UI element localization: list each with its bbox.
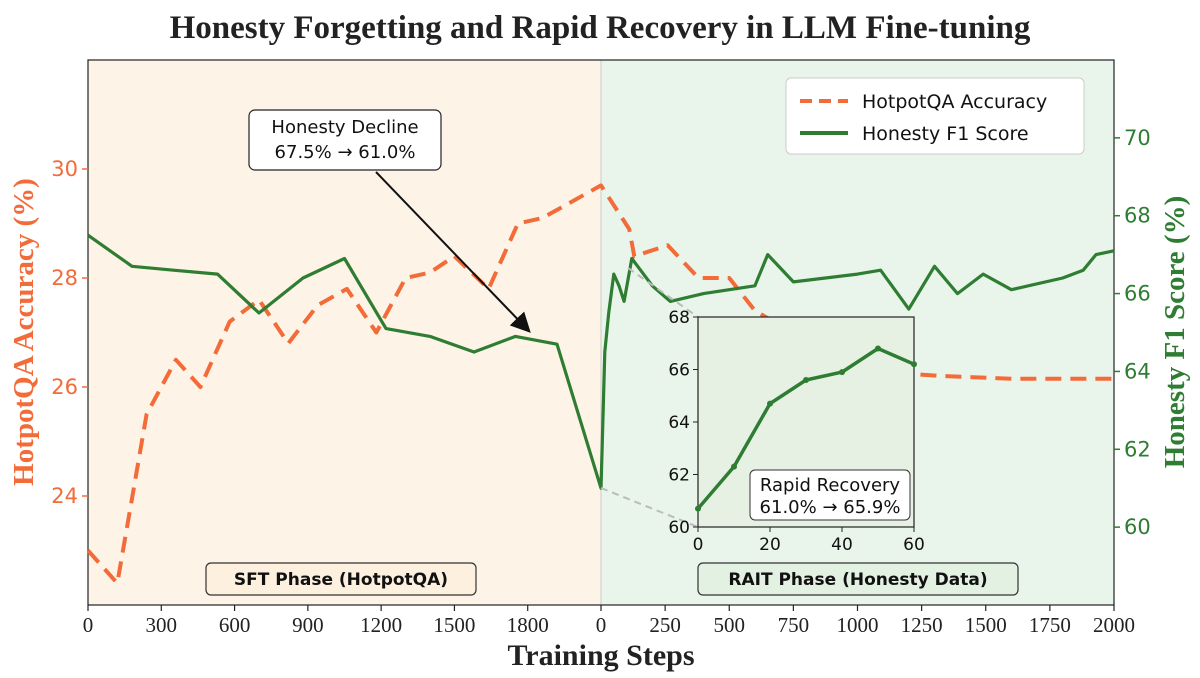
right-axis-ticks: 60 62 64 66 68 70 (1114, 126, 1151, 539)
inset-y-tick-label: 64 (668, 413, 690, 433)
right-tick-label: 62 (1124, 437, 1151, 461)
x-axis-label: Training Steps (508, 639, 695, 672)
right-tick-label: 68 (1124, 204, 1151, 228)
rait-phase-label-text: RAIT Phase (Honesty Data) (728, 570, 987, 590)
recovery-annotation-title: Rapid Recovery (760, 475, 901, 496)
left-axis-label: HotpotQA Accuracy (%) (8, 178, 40, 486)
rait-x-tick-label: 750 (778, 613, 810, 637)
inset-point (911, 361, 917, 368)
rait-x-tick-label: 1500 (965, 613, 1007, 637)
chart-title: Honesty Forgetting and Rapid Recovery in… (170, 10, 1031, 46)
inset-point (839, 369, 845, 376)
sft-x-tick-label: 900 (292, 613, 324, 637)
inset-zoom-chart: 0 20 40 60 60 62 64 66 68 Rapid Recovery 61.0% →… (668, 308, 924, 555)
inset-y-tick-label: 68 (668, 308, 690, 328)
left-tick-label: 30 (51, 157, 78, 181)
sft-x-tick-label: 1200 (360, 613, 402, 637)
inset-connector-top (627, 267, 699, 318)
sft-x-tick-label: 0 (83, 613, 94, 637)
left-tick-label: 24 (51, 484, 78, 508)
sft-x-tick-label: 1800 (507, 613, 549, 637)
sft-phase-label-box (205, 562, 477, 596)
rait-x-tick-label: 1250 (901, 613, 943, 637)
right-tick-label: 66 (1124, 282, 1151, 306)
rait-phase-label-box (697, 562, 1019, 596)
right-axis-label: Honesty F1 Score (%) (1159, 196, 1191, 469)
decline-annotation-box (248, 109, 442, 171)
inset-point (695, 505, 701, 512)
rait-x-tick-label: 1000 (837, 613, 879, 637)
sft-x-tick-label: 1500 (433, 613, 475, 637)
inset-point (731, 463, 737, 470)
honesty-f1-line (87, 233, 1115, 490)
decline-annotation-values: 67.5% → 61.0% (275, 142, 416, 163)
rait-x-tick-label: 500 (714, 613, 746, 637)
inset-point (803, 377, 809, 383)
rait-x-tick-label: 2000 (1093, 613, 1135, 637)
inset-x-tick-label: 20 (759, 535, 781, 555)
inset-point (875, 345, 881, 352)
inset-y-tick-label: 62 (668, 466, 690, 486)
left-tick-label: 26 (51, 375, 78, 399)
rait-x-tick-label: 0 (596, 613, 607, 637)
inset-point (767, 400, 773, 407)
right-tick-label: 70 (1124, 126, 1151, 150)
sft-phase-label: SFT Phase (HotpotQA) (205, 562, 477, 596)
sft-x-tick-label: 600 (219, 613, 251, 637)
left-axis-ticks: 24 26 28 30 (51, 157, 88, 508)
inset-y-tick-label: 66 (668, 361, 690, 381)
decline-annotation: Honesty Decline 67.5% → 61.0% (248, 109, 531, 333)
inset-y-tick-label: 60 (668, 518, 690, 538)
inset-connector-bottom (600, 487, 699, 528)
decline-arrow (375, 171, 531, 333)
right-tick-label: 64 (1124, 359, 1151, 383)
inset-x-tick-label: 60 (903, 535, 925, 555)
rait-x-tick-label: 1750 (1029, 613, 1071, 637)
inset-series (695, 345, 917, 512)
legend-honesty-label: Honesty F1 Score (862, 123, 1029, 145)
series-lines (86, 183, 1115, 586)
sft-phase-label-text: SFT Phase (HotpotQA) (234, 570, 448, 590)
sft-x-tick-label: 300 (146, 613, 178, 637)
legend-accuracy-label: HotpotQA Accuracy (862, 91, 1047, 113)
rait-x-tick-label: 250 (649, 613, 681, 637)
recovery-annotation-values: 61.0% → 65.9% (760, 497, 901, 518)
inset-x-tick-label: 0 (693, 535, 704, 555)
inset-axis-ticks: 0 20 40 60 60 62 64 66 68 (668, 308, 924, 555)
x-axis-ticks: 0 300 600 900 1200 1500 1800 0 250 500 750 1000 1250… (83, 605, 1135, 637)
inset-x-tick-label: 40 (831, 535, 853, 555)
decline-annotation-title: Honesty Decline (271, 117, 418, 138)
rait-phase-label: RAIT Phase (Honesty Data) (697, 562, 1019, 596)
right-tick-label: 60 (1124, 515, 1151, 539)
recovery-annotation-box (749, 469, 911, 521)
legend-box (785, 77, 1085, 155)
legend: HotpotQA Accuracy Honesty F1 Score (785, 77, 1085, 155)
left-tick-label: 28 (51, 266, 78, 290)
